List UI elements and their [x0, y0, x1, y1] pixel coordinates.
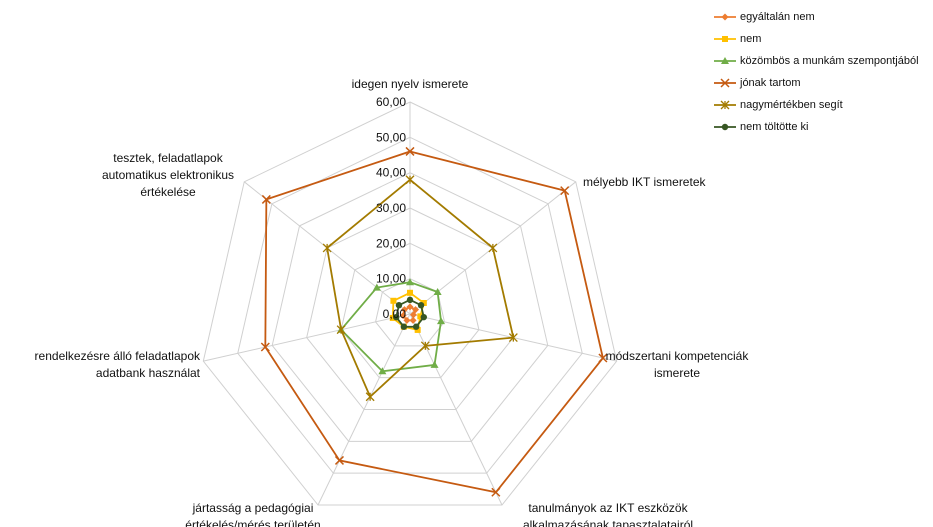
- category-label: módszertani kompetenciák ismerete: [606, 349, 750, 380]
- grid-spoke: [203, 313, 411, 362]
- legend-swatch: [714, 36, 736, 42]
- category-label: jártasság a pedagógiai értékelés/mérés te…: [185, 501, 320, 527]
- grid-spoke: [317, 313, 411, 506]
- data-point: [412, 323, 420, 330]
- data-point: [491, 487, 501, 497]
- data-point: [721, 13, 729, 21]
- data-point: [405, 175, 415, 185]
- data-point: [389, 314, 396, 321]
- grid-ring: [271, 172, 549, 442]
- legend-swatch: [714, 123, 736, 131]
- data-point: [417, 301, 425, 309]
- tick-label: 40,00: [376, 166, 406, 180]
- category-label: tesztek, feladatlapok automatikus elektro…: [102, 151, 234, 199]
- data-point: [417, 313, 424, 320]
- series-5: [393, 296, 427, 330]
- data-point: [720, 78, 730, 88]
- data-point: [407, 289, 413, 296]
- data-point: [409, 316, 417, 324]
- data-point: [420, 299, 427, 306]
- legend-label: nem: [740, 33, 762, 45]
- data-point: [720, 100, 730, 110]
- data-point: [420, 313, 427, 321]
- data-point: [598, 353, 608, 363]
- data-point: [412, 306, 420, 314]
- data-point: [437, 317, 446, 325]
- data-point: [409, 311, 417, 319]
- data-point: [372, 283, 381, 291]
- series-3: [260, 146, 608, 497]
- data-point: [336, 325, 346, 335]
- category-label: tanulmányok az IKT eszközök alkalmazásána…: [523, 501, 693, 527]
- series-line: [326, 178, 515, 399]
- data-point: [721, 123, 729, 131]
- data-point: [365, 392, 375, 402]
- data-point: [430, 360, 439, 368]
- legend-swatch: [714, 57, 736, 64]
- data-point: [560, 186, 570, 196]
- grid-ring: [202, 101, 618, 506]
- tick-label: 30,00: [376, 201, 406, 215]
- legend-swatch: [714, 100, 736, 110]
- category-label: rendelkezésre álló feladatlapok adatbank …: [35, 349, 201, 380]
- series-0: [399, 303, 420, 324]
- legend-swatch: [714, 78, 736, 88]
- data-point: [433, 287, 442, 295]
- category-label: idegen nyelv ismerete: [352, 77, 469, 91]
- legend-label: egyáltalán nem: [740, 11, 815, 23]
- data-point: [400, 306, 408, 314]
- data-point: [406, 278, 414, 286]
- legend-label: közömbös a munkám szempontjából: [740, 55, 919, 67]
- data-point: [721, 57, 729, 64]
- tick-label: 10,00: [376, 272, 406, 286]
- data-point: [390, 297, 397, 304]
- data-point: [261, 194, 271, 204]
- data-point: [393, 313, 400, 321]
- data-point: [403, 316, 411, 324]
- data-point: [399, 312, 407, 320]
- legend-label: nagymértékben segít: [740, 99, 843, 111]
- data-point: [508, 333, 518, 343]
- data-point: [405, 146, 415, 156]
- series-line: [264, 150, 604, 494]
- data-point: [414, 326, 421, 333]
- data-point: [322, 243, 332, 253]
- data-point: [334, 455, 345, 465]
- series-line: [339, 281, 442, 373]
- legend-label: nem töltötte ki: [740, 121, 809, 133]
- series-2: [337, 278, 446, 375]
- grid-ring: [340, 242, 480, 379]
- data-point: [420, 341, 430, 351]
- data-point: [395, 301, 403, 309]
- data-point: [406, 296, 414, 304]
- data-point: [378, 367, 387, 375]
- tick-label: 20,00: [376, 236, 406, 250]
- tick-label: 60,00: [376, 95, 406, 109]
- data-point: [488, 243, 498, 253]
- data-point: [260, 342, 270, 352]
- tick-label: 50,00: [376, 130, 406, 144]
- data-point: [722, 36, 728, 42]
- category-label: mélyebb IKT ismeretek: [583, 175, 706, 189]
- tick-label: 0,00: [383, 307, 407, 321]
- legend-label: jónak tartom: [740, 77, 801, 89]
- data-point: [406, 303, 414, 311]
- series-4: [322, 175, 518, 402]
- data-point: [400, 323, 408, 330]
- legend-swatch: [714, 13, 736, 21]
